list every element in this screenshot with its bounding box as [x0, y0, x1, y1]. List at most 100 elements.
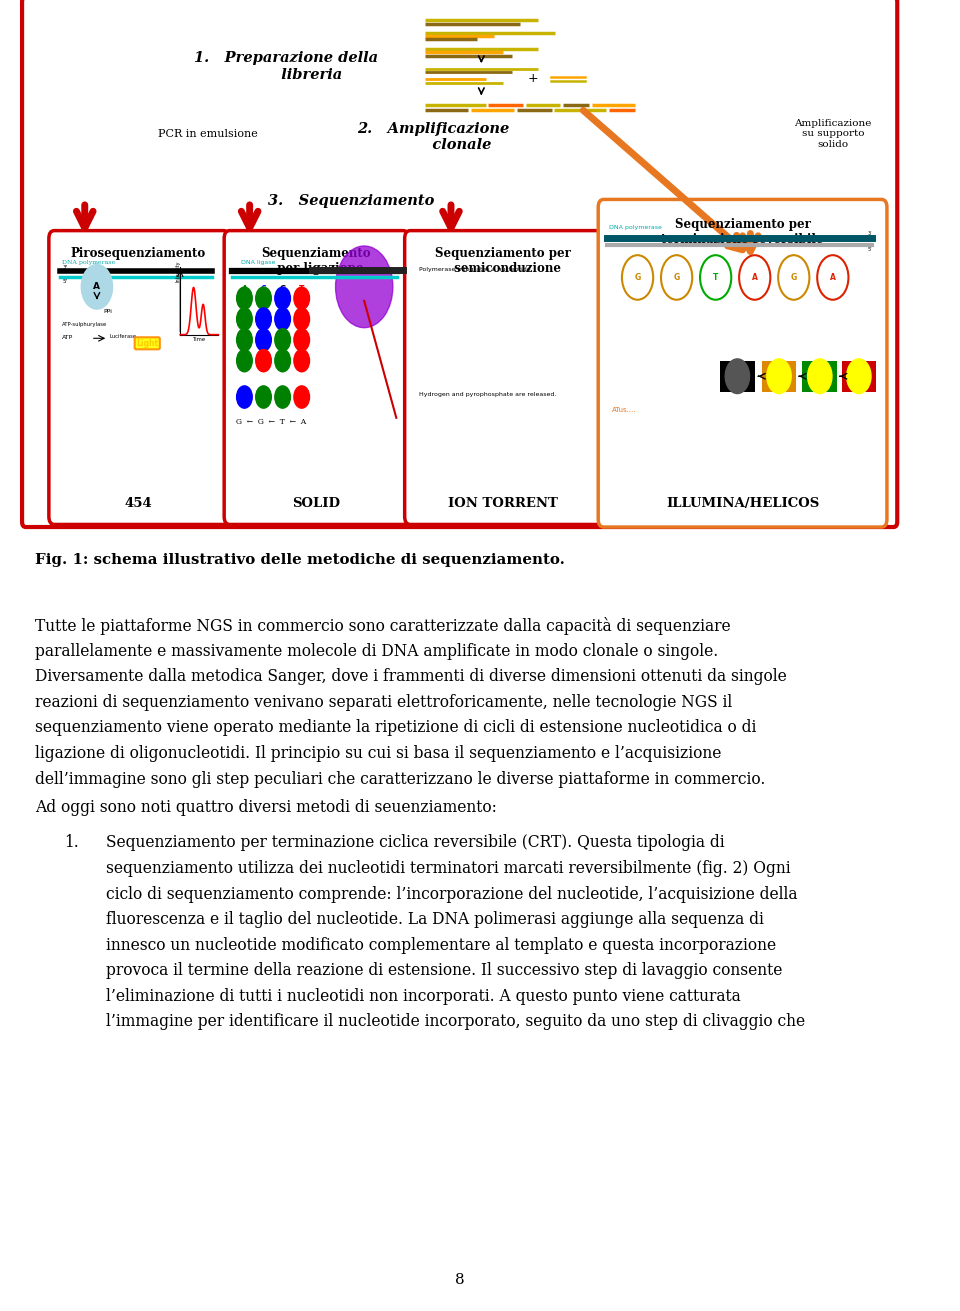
Text: A: A	[829, 273, 836, 282]
FancyBboxPatch shape	[598, 199, 887, 527]
Circle shape	[294, 385, 309, 408]
Text: ILLUMINA/HELICOS: ILLUMINA/HELICOS	[666, 497, 819, 510]
Text: ligazione di oligonucleotidi. Il principio su cui si basa il sequenziamento e l’: ligazione di oligonucleotidi. Il princip…	[35, 745, 721, 762]
Circle shape	[739, 256, 770, 300]
Circle shape	[275, 308, 291, 330]
Text: Sequenziamento per
terminazione reversibile: Sequenziamento per terminazione reversib…	[661, 218, 824, 245]
Text: +: +	[528, 72, 539, 85]
Text: G: G	[635, 273, 640, 282]
Text: Time: Time	[193, 337, 205, 342]
Text: dell’immagine sono gli step peculiari che caratterizzano le diverse piattaforme : dell’immagine sono gli step peculiari ch…	[35, 771, 765, 788]
Text: PCR in emulsione: PCR in emulsione	[158, 130, 258, 139]
Text: DNA polymerase: DNA polymerase	[609, 225, 661, 231]
Circle shape	[236, 350, 252, 372]
Text: provoca il termine della reazione di estensione. Il successivo step di lavaggio : provoca il termine della reazione di est…	[106, 962, 782, 979]
Text: innesco un nucleotide modificato complementare al templato e questa incorporazio: innesco un nucleotide modificato complem…	[106, 937, 776, 953]
Text: 3': 3'	[62, 265, 67, 270]
Text: Hydrogen and pyrophosphate are released.: Hydrogen and pyrophosphate are released.	[419, 392, 556, 397]
Text: 5': 5'	[868, 248, 872, 252]
Text: G: G	[674, 273, 680, 282]
Circle shape	[336, 246, 393, 328]
Text: A: A	[242, 286, 248, 294]
Text: ATP-sulphurylase: ATP-sulphurylase	[62, 321, 108, 326]
Bar	[803, 361, 837, 392]
Circle shape	[236, 329, 252, 351]
Text: Intensity: Intensity	[175, 261, 180, 282]
Text: Amplificazione
su supporto
solido: Amplificazione su supporto solido	[794, 119, 872, 148]
Bar	[842, 361, 876, 392]
Circle shape	[767, 359, 791, 393]
Circle shape	[700, 256, 732, 300]
Text: G: G	[279, 286, 286, 294]
Circle shape	[817, 256, 849, 300]
Text: Fig. 1: schema illustrativo delle metodiche di sequenziamento.: Fig. 1: schema illustrativo delle metodi…	[35, 553, 564, 568]
Circle shape	[661, 256, 692, 300]
Text: 3.   Sequenziamento: 3. Sequenziamento	[268, 194, 434, 208]
Text: Sequenziamento per terminazione ciclica reversibile (CRT). Questa tipologia di: Sequenziamento per terminazione ciclica …	[106, 835, 725, 851]
Circle shape	[294, 287, 309, 309]
Text: Luciferase: Luciferase	[110, 333, 137, 338]
Text: Diversamente dalla metodica Sanger, dove i frammenti di diverse dimensioni otten: Diversamente dalla metodica Sanger, dove…	[35, 669, 786, 686]
Circle shape	[294, 308, 309, 330]
Text: G  ←  G  ←  T  ←  A: G ← G ← T ← A	[236, 418, 306, 426]
Text: sequenziamento utilizza dei nucleotidi terminatori marcati reversibilmente (fig.: sequenziamento utilizza dei nucleotidi t…	[106, 860, 790, 877]
Circle shape	[275, 385, 291, 408]
Text: ATP: ATP	[62, 334, 73, 340]
FancyBboxPatch shape	[22, 0, 898, 527]
Text: 8: 8	[455, 1273, 465, 1287]
Circle shape	[725, 359, 750, 393]
Text: T: T	[299, 286, 304, 294]
Text: ciclo di sequenziamento comprende: l’incorporazione del nucleotide, l’acquisizio: ciclo di sequenziamento comprende: l’inc…	[106, 886, 797, 902]
Text: 5': 5'	[62, 279, 67, 284]
Circle shape	[622, 256, 653, 300]
Text: 3': 3'	[868, 231, 872, 236]
Text: l’immagine per identificare il nucleotide incorporato, seguito da uno step di cl: l’immagine per identificare il nucleotid…	[106, 1013, 804, 1030]
Text: fluorescenza e il taglio del nucleotide. La DNA polimerasi aggiunge alla sequenz: fluorescenza e il taglio del nucleotide.…	[106, 911, 763, 928]
Text: A: A	[93, 282, 101, 291]
FancyBboxPatch shape	[49, 231, 229, 524]
Circle shape	[255, 287, 272, 309]
Text: A: A	[752, 273, 757, 282]
Text: 1.   Preparazione della
          libreria: 1. Preparazione della libreria	[194, 51, 378, 81]
Circle shape	[236, 308, 252, 330]
Text: 1.: 1.	[64, 835, 79, 851]
Text: Light: Light	[136, 338, 158, 347]
Circle shape	[275, 287, 291, 309]
Text: DNA polymerase: DNA polymerase	[62, 261, 115, 265]
Text: C: C	[261, 286, 266, 294]
Bar	[720, 361, 755, 392]
Circle shape	[236, 287, 252, 309]
Text: Ad oggi sono noti quattro diversi metodi di seuenziamento:: Ad oggi sono noti quattro diversi metodi…	[35, 798, 497, 815]
Circle shape	[255, 350, 272, 372]
Text: Polymerase integrates a nucleotide.: Polymerase integrates a nucleotide.	[419, 267, 533, 273]
Circle shape	[255, 308, 272, 330]
Circle shape	[779, 256, 809, 300]
Circle shape	[275, 350, 291, 372]
Text: Sequenziamento per
  semiconduzione: Sequenziamento per semiconduzione	[435, 248, 571, 275]
FancyBboxPatch shape	[225, 231, 409, 524]
Text: 2.   Amplificazione
           clonale: 2. Amplificazione clonale	[357, 122, 510, 152]
Circle shape	[294, 350, 309, 372]
Text: Sequenziamento
  per ligazione: Sequenziamento per ligazione	[262, 248, 372, 275]
Text: ATus....: ATus....	[612, 408, 636, 413]
Circle shape	[82, 265, 112, 309]
Circle shape	[294, 329, 309, 351]
Circle shape	[255, 385, 272, 408]
Text: Tutte le piattaforme NGS in commercio sono caratterizzate dalla capacità di sequ: Tutte le piattaforme NGS in commercio so…	[35, 617, 731, 635]
Circle shape	[275, 329, 291, 351]
Text: DNA ligase: DNA ligase	[241, 261, 276, 265]
Text: PPi: PPi	[104, 308, 112, 313]
Text: SOLID: SOLID	[293, 497, 341, 510]
Circle shape	[255, 329, 272, 351]
Text: reazioni di sequenziamento venivano separati elettroforicamente, nelle tecnologi: reazioni di sequenziamento venivano sepa…	[35, 694, 732, 711]
Circle shape	[847, 359, 871, 393]
Circle shape	[807, 359, 832, 393]
Circle shape	[236, 385, 252, 408]
Text: 454: 454	[125, 497, 153, 510]
Text: l’eliminazione di tutti i nucleotidi non incorporati. A questo punto viene cattu: l’eliminazione di tutti i nucleotidi non…	[106, 988, 740, 1004]
Bar	[761, 361, 797, 392]
Text: G: G	[791, 273, 797, 282]
Text: ION TORRENT: ION TORRENT	[448, 497, 558, 510]
Text: sequenziamento viene operato mediante la ripetizione di cicli di estensione nucl: sequenziamento viene operato mediante la…	[35, 720, 756, 737]
Text: parallelamente e massivamente molecole di DNA amplificate in modo clonale o sing: parallelamente e massivamente molecole d…	[35, 642, 718, 659]
